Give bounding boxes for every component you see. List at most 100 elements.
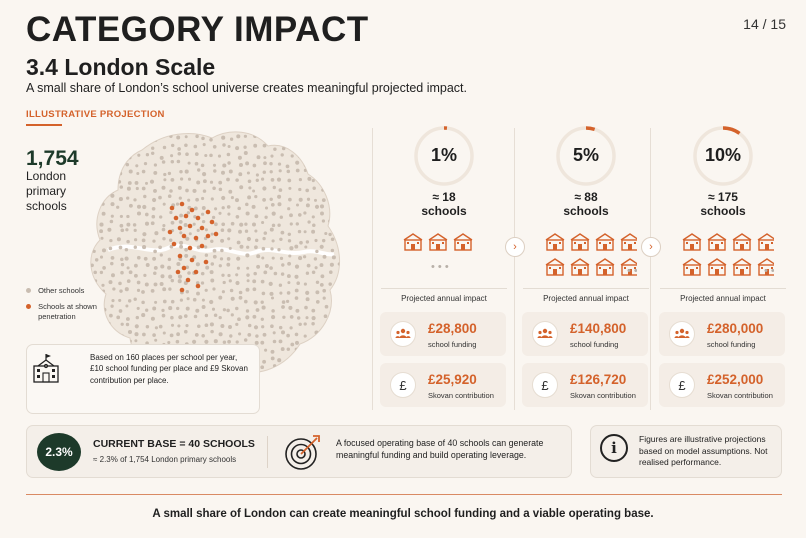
school-dot xyxy=(218,180,223,185)
school-dot xyxy=(226,177,230,182)
school-dot xyxy=(227,144,231,149)
school-dot xyxy=(82,247,86,251)
school-dot xyxy=(187,177,192,181)
school-dot xyxy=(87,169,90,172)
school-dot xyxy=(290,342,295,347)
school-dot xyxy=(158,195,162,200)
school-dot xyxy=(252,279,257,284)
school-dot xyxy=(84,258,87,261)
school-estimate-value: ≈ 88 xyxy=(574,190,598,204)
school-dot xyxy=(288,186,292,190)
info-glyph: i xyxy=(611,439,617,457)
school-dot xyxy=(271,309,275,313)
next-scenario-button[interactable]: › xyxy=(641,237,661,257)
school-dot xyxy=(247,179,252,184)
school-dot xyxy=(340,348,343,351)
highlighted-school-dot xyxy=(179,287,185,293)
school-dot xyxy=(328,325,333,330)
school-dot xyxy=(201,196,205,201)
highlighted-school-dot xyxy=(167,229,173,235)
school-dot xyxy=(237,317,241,322)
school-dot xyxy=(303,322,307,326)
highlighted-school-dot xyxy=(195,215,201,221)
school-dot xyxy=(311,179,315,183)
school-dot xyxy=(288,197,292,202)
school-dot xyxy=(298,178,302,182)
school-dot xyxy=(145,341,149,345)
school-dot xyxy=(108,280,113,285)
highlighted-school-dot xyxy=(195,283,201,289)
school-dot xyxy=(239,244,244,249)
legend-grey-dot xyxy=(26,288,31,293)
school-dot xyxy=(151,206,156,211)
school-dot xyxy=(141,313,146,318)
school-dot xyxy=(86,203,90,207)
school-dot xyxy=(87,223,90,226)
school-dot xyxy=(142,245,147,250)
school-count: 1,754 xyxy=(26,147,79,170)
school-dot xyxy=(84,325,88,329)
school-dot xyxy=(167,257,172,262)
school-dot xyxy=(297,229,302,234)
school-dot xyxy=(126,196,130,200)
school-dot xyxy=(254,238,259,243)
school-dot xyxy=(270,324,274,329)
school-dot xyxy=(99,270,104,275)
school-dot xyxy=(338,247,340,252)
school-dot xyxy=(311,152,316,157)
school-dot xyxy=(281,305,285,309)
highlighted-school-dot xyxy=(171,241,177,247)
school-dot xyxy=(212,186,216,191)
legend-orange-dot xyxy=(26,304,31,309)
school-dot xyxy=(305,297,310,302)
school-dot xyxy=(228,169,233,174)
school-icon xyxy=(595,233,615,251)
school-dot xyxy=(94,297,98,302)
pound-glyph: £ xyxy=(541,377,549,393)
school-dot xyxy=(296,138,301,143)
school-dot xyxy=(311,147,316,151)
school-dot xyxy=(328,193,333,198)
disclaimer-text: Figures are illustrative projections bas… xyxy=(639,434,768,468)
projection-label: Projected annual impact xyxy=(680,294,766,303)
school-dot xyxy=(315,249,319,254)
school-dot xyxy=(110,161,115,166)
highlighted-school-dot xyxy=(181,233,187,239)
school-icons: • • • xyxy=(545,233,637,276)
school-dot xyxy=(170,220,175,225)
school-dot xyxy=(162,299,167,304)
school-dot xyxy=(110,256,115,260)
school-dot xyxy=(200,281,205,285)
school-dot xyxy=(263,270,268,275)
school-dot xyxy=(262,236,266,241)
school-dot xyxy=(102,332,107,336)
school-dot xyxy=(124,256,129,261)
school-dot xyxy=(328,219,333,224)
next-scenario-button[interactable]: › xyxy=(505,237,525,257)
highlighted-school-dot xyxy=(205,233,211,239)
school-dot xyxy=(324,304,329,309)
school-dot xyxy=(305,316,309,320)
school-icon xyxy=(757,233,774,251)
highlighted-school-dot xyxy=(175,269,181,275)
school-dot xyxy=(100,134,105,139)
school-dot xyxy=(295,222,299,226)
school-dot xyxy=(294,288,299,293)
school-dot xyxy=(254,340,259,345)
school-dot xyxy=(107,170,112,175)
school-dot xyxy=(127,329,133,335)
school-dot xyxy=(210,197,214,201)
school-dot xyxy=(247,333,252,337)
highlighted-school-dot xyxy=(187,223,193,229)
school-dot xyxy=(170,299,175,304)
school-dot xyxy=(221,195,226,201)
school-dot xyxy=(238,295,243,300)
school-estimate-unit: schools xyxy=(700,204,746,218)
school-dot xyxy=(311,350,316,354)
school-dot xyxy=(211,307,216,311)
school-dot xyxy=(179,213,184,218)
school-dot xyxy=(261,256,265,260)
school-dot xyxy=(228,279,232,283)
projection-label: Projected annual impact xyxy=(543,294,629,303)
school-dot xyxy=(204,339,209,344)
